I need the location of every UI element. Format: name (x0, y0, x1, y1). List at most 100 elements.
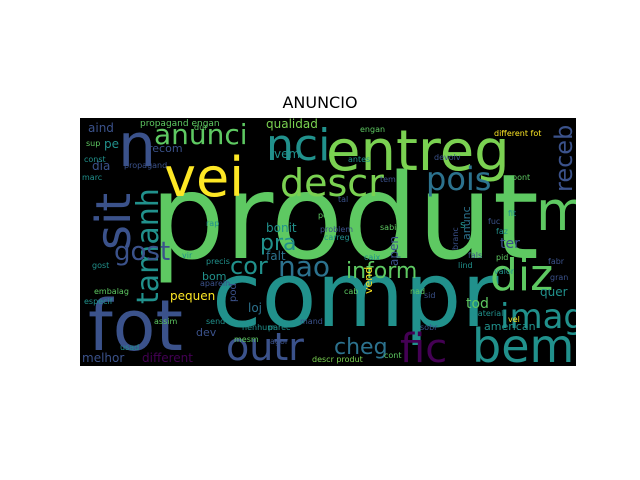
wordcloud-word: fot (88, 285, 183, 366)
wordcloud-word: cont (384, 351, 402, 360)
wordcloud-word: problem (320, 225, 353, 234)
wordcloud-word: receb (550, 125, 576, 192)
wordcloud-word: precis (206, 257, 230, 266)
wordcloud-word: parec (268, 323, 290, 332)
wordcloud-word: anunci (154, 118, 248, 151)
wordcloud-word: carreg (324, 233, 350, 242)
wordcloud-word: usad (120, 343, 139, 352)
wordcloud-word: gran (550, 273, 568, 282)
wordcloud-word: pra (260, 231, 297, 256)
wordcloud-word: vem (274, 147, 300, 161)
wordcloud-word: ped (318, 211, 333, 220)
wordcloud-word: fit (508, 209, 516, 218)
wordcloud-word: pod (228, 283, 239, 302)
wordcloud-word: engan (360, 125, 385, 134)
wordcloud-word: tem (380, 175, 396, 184)
wordcloud-word: bom (202, 270, 226, 283)
wordcloud-word: gost (114, 237, 170, 267)
wordcloud-word: different (142, 351, 193, 365)
wordcloud-word: pid (496, 253, 508, 262)
wordcloud-word: inform (346, 259, 417, 284)
wordcloud-word: sid (424, 291, 435, 300)
wordcloud-word: nenhum (242, 323, 275, 332)
wordcloud-word: vel (508, 315, 520, 324)
wordcloud-word: assim (154, 317, 177, 326)
wordcloud-word: mand (300, 317, 323, 326)
wordcloud-word: fabr (548, 257, 565, 266)
wordcloud-word: cab (344, 287, 358, 296)
wordcloud-word: vend (362, 267, 375, 294)
wordcloud-word: antes (348, 155, 370, 164)
wordcloud-word: ter (500, 236, 520, 252)
wordcloud-word: dev (196, 326, 217, 339)
wordcloud-word: loj (248, 301, 262, 315)
wordcloud-word: dia (92, 159, 110, 173)
wordcloud-word: sup (86, 139, 100, 148)
wordcloud-word: qualidad (266, 118, 318, 131)
wordcloud-word: lind (458, 261, 473, 270)
wordcloud-word: gost (92, 261, 109, 270)
wordcloud-word: embalag (94, 287, 129, 296)
wordcloud-word: pequen (170, 289, 215, 303)
wordcloud-word: diz (490, 250, 553, 301)
wordcloud-word: pe (104, 137, 119, 151)
wordcloud-word: caix (364, 253, 381, 262)
wordcloud-word: nad (410, 287, 425, 296)
wordcloud-word: faz (496, 227, 508, 236)
wordcloud-word: nci (266, 120, 330, 171)
wordcloud-word: branc (451, 227, 460, 250)
wordcloud-word: propagand (124, 161, 167, 170)
wordcloud-word: send (206, 317, 225, 326)
wordcloud-word: material (470, 309, 503, 318)
wordcloud-word: descr produt (312, 355, 363, 364)
wordcloud-word: melhor (82, 351, 124, 365)
wordcloud-word: american (484, 320, 536, 333)
wordcloud-word: bem (472, 319, 574, 366)
wordcloud-word: propagand engan (140, 119, 220, 129)
wordcloud-word: cor (230, 252, 268, 280)
wordcloud-word: rap (206, 219, 219, 228)
wordcloud-word: outr (226, 325, 304, 366)
wordcloud-word: quer (540, 285, 568, 299)
wordcloud-word: especif (84, 297, 113, 306)
wordcloud-word: different fot (494, 129, 541, 138)
wordcloud-word: const (84, 155, 106, 164)
wordcloud-word: cheg (334, 335, 388, 360)
wordcloud-word: aparelh (200, 279, 230, 288)
wordcloud-word: fic (400, 326, 447, 366)
wordcloud-word: aind (88, 121, 114, 135)
wordcloud-word: marc (82, 173, 102, 182)
wordcloud-word: compr (212, 243, 498, 348)
wordcloud-word: entreg (326, 119, 510, 184)
wordcloud-word: tamanh (131, 188, 166, 304)
wordcloud-word: vir (182, 251, 193, 260)
wordcloud-word: pois (426, 160, 491, 198)
wordcloud-word: valor (494, 267, 515, 276)
wordcloud-word: bonit (266, 221, 297, 235)
wordcloud-word: nao (278, 250, 330, 283)
wordcloud-word: apen (387, 236, 401, 266)
wordcloud-word: devolv (434, 153, 461, 162)
wordcloud-word: dur (194, 123, 208, 132)
wordcloud-word: s (460, 218, 466, 231)
wordcloud-panel: produt compr fot entreg vei bem n anunci nci desc… (80, 118, 576, 366)
wordcloud-word: imag (500, 297, 576, 337)
wordcloud-word: fuc (488, 217, 500, 226)
wordcloud-word: agor (270, 337, 289, 346)
wordcloud-word: tod (466, 296, 489, 312)
wordcloud-word: sit (86, 193, 142, 250)
wordcloud-word: sobr (420, 323, 438, 332)
figure-title: ANUNCIO (282, 93, 358, 112)
wordcloud-word: fals (468, 251, 482, 260)
wordcloud-word: m (536, 180, 576, 243)
wordcloud-word: descr (280, 161, 384, 205)
wordcloud-word: recom (148, 142, 183, 155)
wordcloud-word: n (118, 118, 156, 181)
wordcloud-word: falt (266, 249, 286, 263)
wordcloud-word: vei (164, 146, 244, 209)
wordcloud-word: mesm (234, 335, 259, 344)
wordcloud-word: tal (338, 195, 348, 204)
wordcloud-word: pont (512, 173, 530, 182)
wordcloud-word: sabi (380, 223, 396, 232)
